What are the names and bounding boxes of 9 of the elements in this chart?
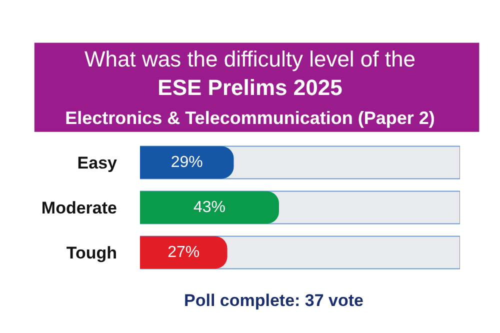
data-label: 27% xyxy=(168,244,200,261)
text: Poll complete: 37 vote xyxy=(184,291,364,310)
y-tick-label: Moderate xyxy=(41,198,117,218)
chart-subtitle: Electronics & Telecommunication (Paper 2) xyxy=(65,108,435,128)
data-label: 43% xyxy=(193,199,226,216)
chart-title: What was the difficulty level of the ESE Prelims 2025 xyxy=(84,46,416,100)
data-label: 29% xyxy=(170,154,203,171)
y-tick-label: Easy xyxy=(77,153,118,172)
y-tick-label: Tough xyxy=(66,243,117,262)
